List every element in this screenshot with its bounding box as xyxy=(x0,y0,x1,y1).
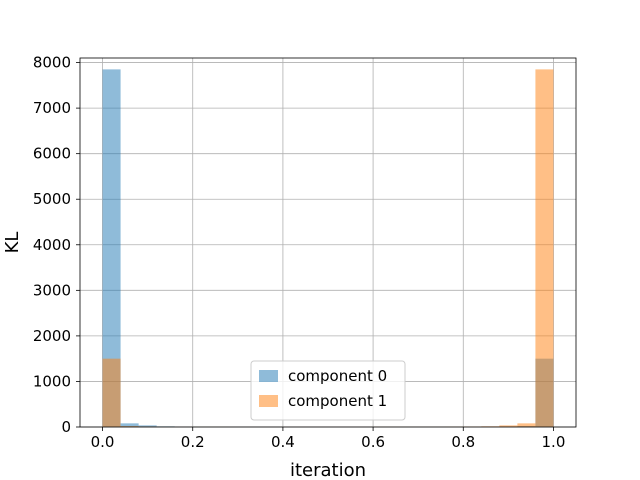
y-tick-label: 4000 xyxy=(33,236,71,254)
histogram-bar-series-1 xyxy=(102,358,121,427)
y-tick-label: 5000 xyxy=(33,190,71,208)
y-tick-label: 0 xyxy=(61,418,71,436)
histogram-bar-series-0 xyxy=(138,425,157,427)
x-tick-label: 0.6 xyxy=(361,433,385,451)
y-axis-label: KL xyxy=(2,232,23,254)
x-axis-label: iteration xyxy=(290,460,366,480)
legend-label-component-1: component 1 xyxy=(288,392,387,410)
histogram-bar-series-1 xyxy=(120,426,139,427)
histogram-bar-series-1 xyxy=(499,425,518,427)
y-tick-label: 8000 xyxy=(33,54,71,72)
histogram-bar-series-0 xyxy=(102,69,121,427)
histogram-bar-series-0 xyxy=(120,423,139,427)
plot-area-frame xyxy=(79,57,577,428)
axis-ticks: 0.0 0.2 0.4 0.6 0.8 1.0 0 1000 2000 3000 4000 5000 6… xyxy=(33,54,566,451)
legend-swatch-component-0 xyxy=(259,370,278,382)
x-tick-label: 1.0 xyxy=(542,433,566,451)
legend-swatch-component-1 xyxy=(259,395,278,407)
y-tick-label: 7000 xyxy=(33,99,71,117)
y-tick-label: 3000 xyxy=(33,281,71,299)
histogram-bar-series-1 xyxy=(535,69,554,427)
histogram-bar-series-1 xyxy=(517,423,536,427)
y-tick-label: 6000 xyxy=(33,145,71,163)
x-tick-label: 0.4 xyxy=(271,433,295,451)
y-tick-label: 2000 xyxy=(33,327,71,345)
x-tick-label: 0.8 xyxy=(451,433,475,451)
legend-label-component-0: component 0 xyxy=(288,367,387,385)
x-tick-label: 0.2 xyxy=(181,433,205,451)
legend-box xyxy=(250,360,406,421)
x-tick-label: 0.0 xyxy=(91,433,115,451)
legend: component 0 component 1 xyxy=(250,360,406,421)
y-tick-label: 1000 xyxy=(33,372,71,390)
